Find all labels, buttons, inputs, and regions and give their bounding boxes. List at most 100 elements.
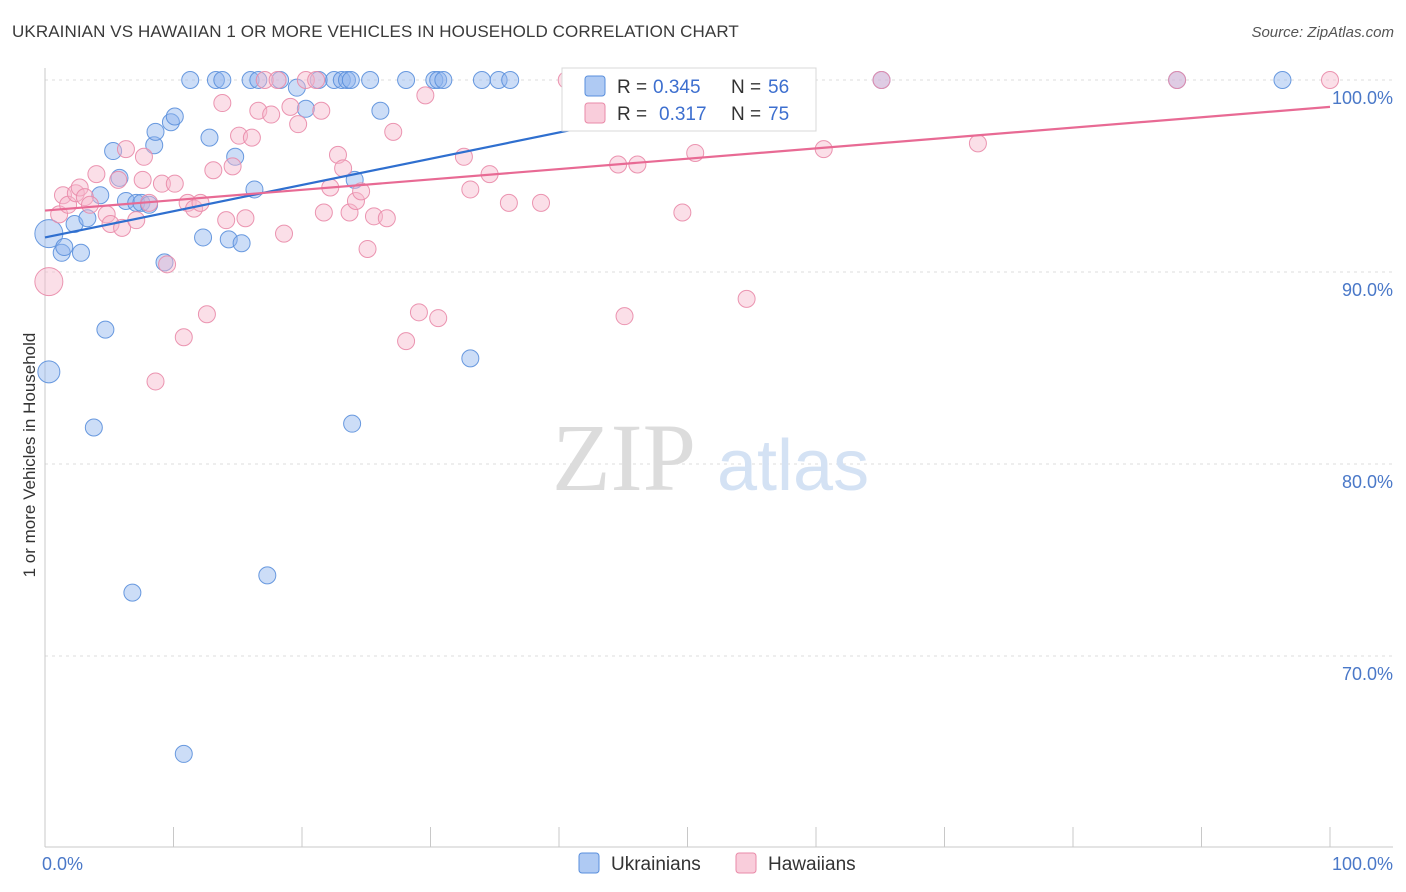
point-ukrainians-5 [71, 243, 90, 262]
y-axis-title: 1 or more Vehicles in Household [20, 333, 39, 578]
point-hawaiians-63 [532, 193, 551, 212]
point-ukrainians-24 [194, 228, 213, 247]
legend-r-value-ukrainians: 0.345 [653, 77, 701, 98]
point-hawaiians-5 [70, 178, 89, 197]
bottom-legend-label-hawaiians: Hawaiians [768, 854, 856, 875]
point-hawaiians-37 [268, 71, 287, 89]
data-points [34, 71, 1339, 763]
point-hawaiians-0 [34, 267, 64, 297]
point-hawaiians-29 [217, 211, 236, 230]
point-hawaiians-51 [358, 239, 377, 258]
bottom-legend-swatch-ukrainians [578, 852, 600, 874]
point-ukrainians-1 [37, 360, 61, 384]
point-ukrainians-19 [155, 253, 174, 272]
chart-title: UKRAINIAN VS HAWAIIAN 1 OR MORE VEHICLES… [12, 22, 739, 41]
point-ukrainians-13 [123, 583, 142, 602]
point-hawaiians-13 [116, 140, 135, 159]
gridlines [45, 79, 1393, 657]
series-legend: Ukrainians Hawaiians [578, 852, 856, 875]
source-credit: Source: ZipAtlas.com [1251, 24, 1394, 41]
point-ukrainians-18 [146, 122, 165, 141]
y-tick-labels: 100.0% 90.0% 80.0% 70.0% [1332, 88, 1393, 684]
point-ukrainians-26 [206, 71, 225, 89]
legend-n-label-ukrainians: N = [731, 77, 761, 98]
point-hawaiians-62 [499, 193, 518, 212]
legend-r-label-ukrainians: R = [617, 77, 647, 98]
legend-n-value-ukrainians: 56 [768, 77, 789, 98]
x-tick-label-min: 0.0% [42, 854, 83, 874]
watermark-zip: ZIP [552, 404, 696, 511]
bottom-legend-label-ukrainians: Ukrainians [611, 854, 701, 875]
point-ukrainians-25 [200, 128, 219, 147]
point-ukrainians-45 [361, 71, 380, 89]
point-hawaiians-35 [255, 71, 274, 89]
point-hawaiians-18 [146, 372, 165, 391]
point-hawaiians-42 [307, 71, 326, 89]
point-hawaiians-36 [262, 105, 281, 124]
point-ukrainians-6 [78, 209, 97, 228]
x-tick-label-max: 100.0% [1332, 854, 1393, 874]
bottom-legend-swatch-hawaiians [735, 852, 757, 874]
point-ukrainians-17 [145, 136, 164, 155]
legend-n-value-hawaiians: 75 [768, 104, 789, 125]
legend-n-label-hawaiians: N = [731, 104, 761, 125]
point-hawaiians-46 [328, 145, 347, 164]
point-hawaiians-7 [80, 195, 99, 214]
point-ukrainians-43 [343, 414, 362, 433]
point-hawaiians-67 [673, 203, 692, 222]
point-ukrainians-52 [472, 71, 491, 89]
point-ukrainians-50 [434, 71, 453, 89]
point-hawaiians-48 [340, 203, 359, 222]
point-ukrainians-57 [1273, 71, 1292, 89]
point-hawaiians-43 [312, 101, 331, 120]
point-hawaiians-74 [1168, 71, 1187, 89]
point-ukrainians-9 [96, 320, 115, 339]
y-tick-label-3: 70.0% [1342, 664, 1393, 684]
point-hawaiians-19 [152, 174, 171, 193]
point-hawaiians-66 [628, 155, 647, 174]
point-hawaiians-33 [242, 128, 261, 147]
point-hawaiians-20 [158, 255, 177, 274]
point-hawaiians-26 [197, 305, 216, 324]
point-hawaiians-11 [109, 170, 128, 189]
legend-r-label-hawaiians: R = [617, 104, 647, 125]
point-ukrainians-7 [84, 418, 103, 437]
y-tick-label-2: 80.0% [1342, 472, 1393, 492]
point-hawaiians-40 [289, 115, 308, 134]
point-ukrainians-49 [429, 71, 448, 89]
point-ukrainians-42 [341, 71, 360, 89]
point-hawaiians-58 [429, 309, 448, 328]
point-ukrainians-36 [287, 78, 306, 97]
point-hawaiians-21 [165, 174, 184, 193]
point-hawaiians-57 [416, 86, 435, 105]
point-ukrainians-30 [232, 234, 251, 253]
point-hawaiians-44 [314, 203, 333, 222]
point-ukrainians-27 [213, 71, 232, 89]
legend-swatch-hawaiians [584, 102, 606, 124]
point-hawaiians-55 [397, 332, 416, 351]
y-tick-label-0: 100.0% [1332, 88, 1393, 108]
point-hawaiians-53 [377, 209, 396, 228]
point-ukrainians-31 [241, 71, 260, 89]
point-ukrainians-23 [181, 71, 200, 89]
point-hawaiians-72 [872, 71, 891, 89]
point-ukrainians-33 [249, 71, 268, 89]
legend-swatch-ukrainians [584, 75, 606, 97]
point-ukrainians-41 [337, 71, 356, 89]
point-hawaiians-41 [296, 71, 315, 89]
point-hawaiians-32 [236, 209, 255, 228]
point-hawaiians-73 [968, 134, 987, 153]
point-hawaiians-38 [275, 224, 294, 243]
point-ukrainians-3 [55, 238, 74, 257]
point-hawaiians-8 [87, 165, 106, 184]
point-hawaiians-50 [352, 182, 371, 201]
point-hawaiians-60 [461, 180, 480, 199]
point-hawaiians-75 [1321, 71, 1339, 89]
point-ukrainians-46 [371, 101, 390, 120]
point-hawaiians-39 [281, 97, 300, 116]
point-hawaiians-22 [174, 328, 193, 347]
point-hawaiians-30 [223, 157, 242, 176]
point-hawaiians-54 [384, 122, 403, 141]
point-ukrainians-34 [258, 566, 277, 585]
point-ukrainians-21 [165, 107, 184, 126]
